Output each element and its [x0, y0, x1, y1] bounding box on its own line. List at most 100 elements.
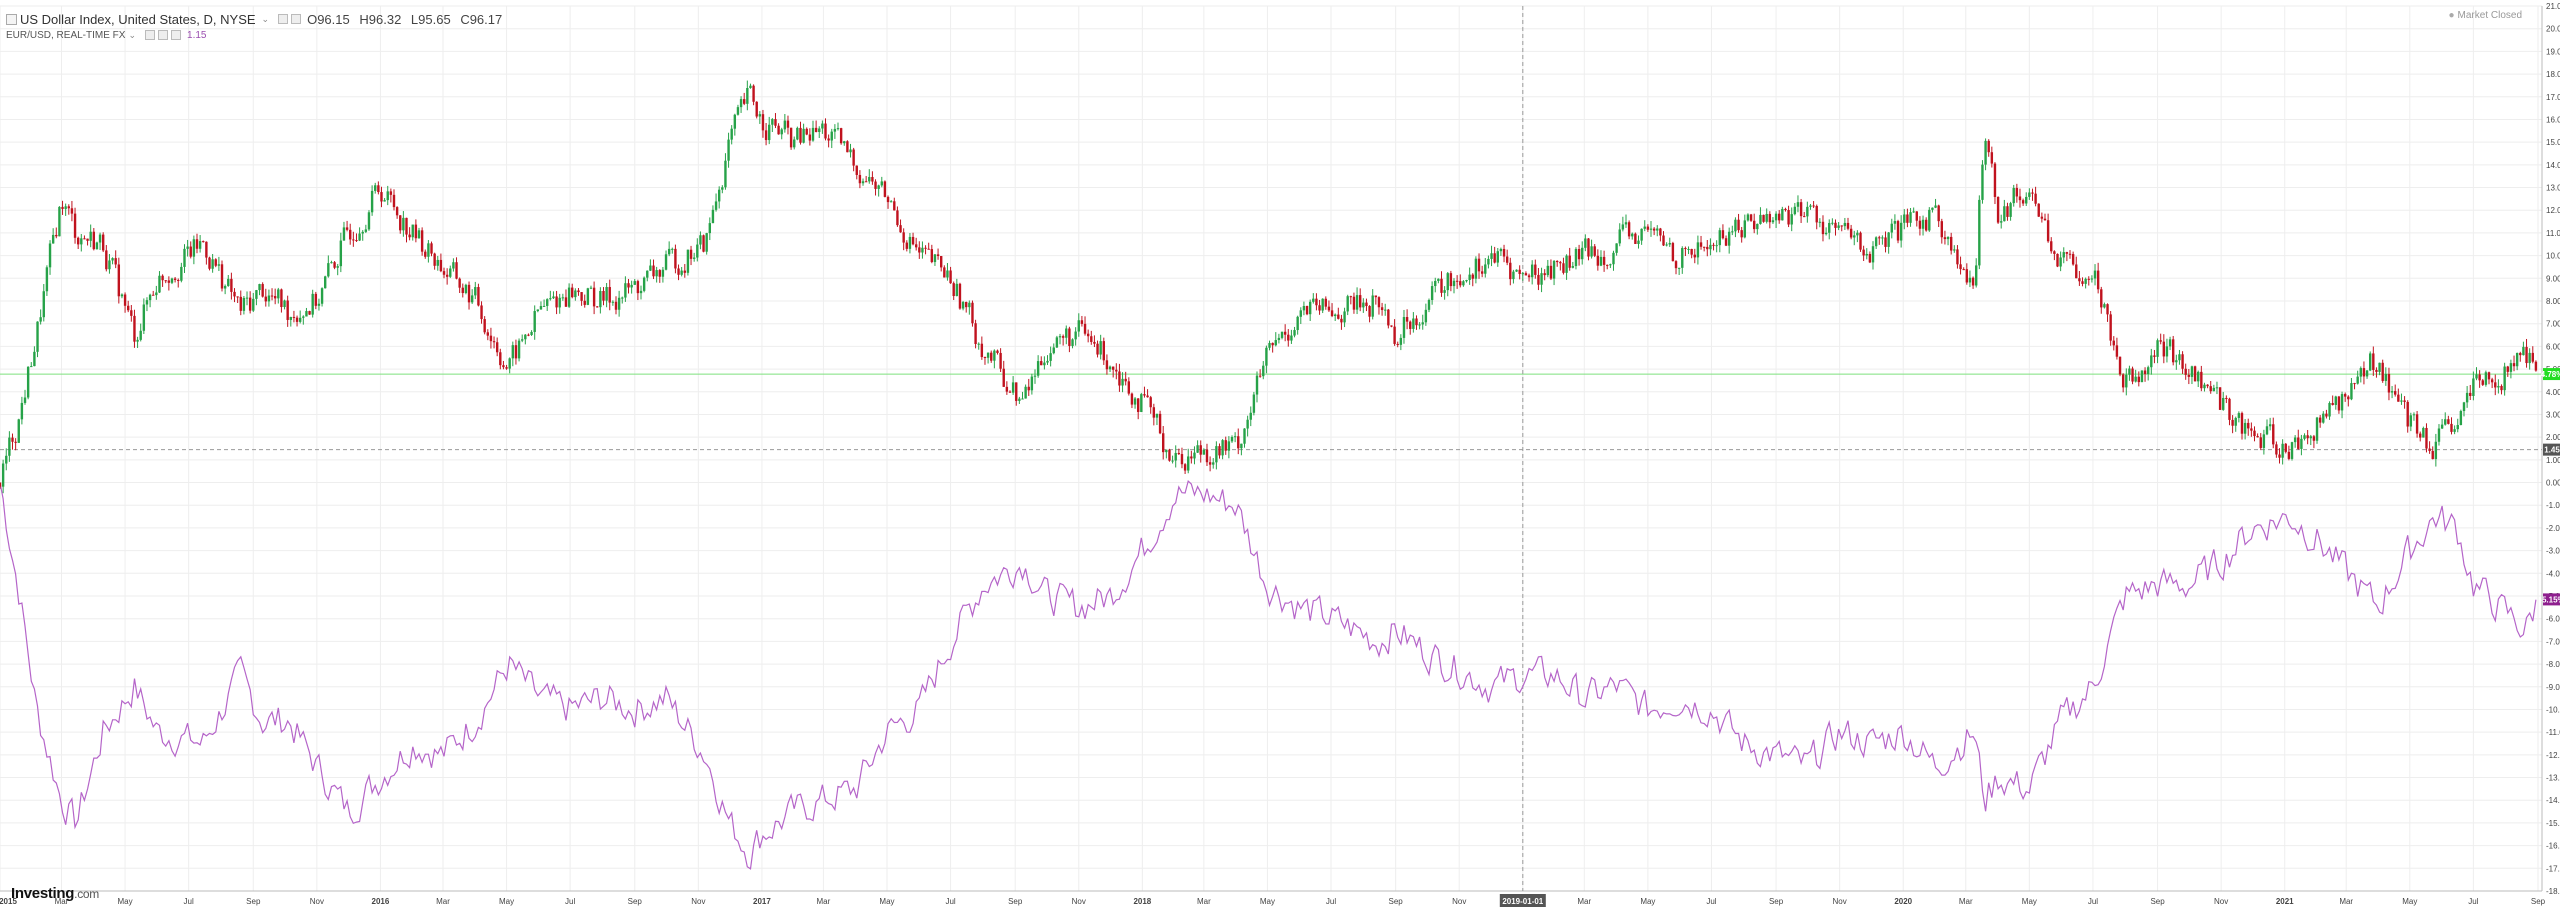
- candle-body[interactable]: [1609, 264, 1612, 266]
- candle-body[interactable]: [1412, 318, 1415, 329]
- candle-body[interactable]: [1662, 235, 1665, 246]
- candle-body[interactable]: [461, 287, 464, 294]
- candle-body[interactable]: [886, 196, 890, 203]
- candle-body[interactable]: [1171, 460, 1174, 462]
- candle-body[interactable]: [1402, 317, 1406, 338]
- candle-body[interactable]: [1793, 206, 1797, 215]
- compare-symbol-label[interactable]: EUR/USD, REAL-TIME FX: [6, 29, 126, 41]
- candle-body[interactable]: [42, 291, 45, 318]
- candle-body[interactable]: [1527, 275, 1531, 278]
- candle-body[interactable]: [567, 287, 571, 307]
- candle-body[interactable]: [1602, 256, 1606, 265]
- candle-body[interactable]: [2331, 403, 2334, 405]
- candle-body[interactable]: [1130, 393, 1134, 405]
- candle-body[interactable]: [1840, 225, 1843, 227]
- candle-body[interactable]: [2068, 253, 2072, 255]
- candle-body[interactable]: [1327, 306, 1331, 311]
- candle-body[interactable]: [242, 297, 246, 311]
- candle-body[interactable]: [1818, 221, 1822, 223]
- candle-body[interactable]: [1330, 310, 1334, 317]
- candle-body[interactable]: [1787, 210, 1790, 225]
- candle-body[interactable]: [1534, 264, 1537, 275]
- candle-body[interactable]: [470, 295, 474, 303]
- candle-body[interactable]: [1606, 264, 1609, 266]
- candle-body[interactable]: [952, 283, 955, 297]
- candle-body[interactable]: [2334, 396, 2337, 405]
- candle-body[interactable]: [2121, 374, 2125, 388]
- candle-body[interactable]: [849, 149, 852, 153]
- candle-body[interactable]: [1671, 243, 1675, 262]
- candle-body[interactable]: [2506, 366, 2509, 372]
- candle-body[interactable]: [943, 267, 946, 278]
- candle-body[interactable]: [1749, 214, 1753, 221]
- candle-body[interactable]: [1349, 296, 1353, 298]
- candle-body[interactable]: [2115, 345, 2119, 357]
- candle-body[interactable]: [2272, 424, 2275, 445]
- candle-body[interactable]: [1218, 446, 1221, 456]
- candle-body[interactable]: [1033, 375, 1037, 377]
- candle-body[interactable]: [2090, 278, 2094, 280]
- candle-body[interactable]: [1227, 441, 1231, 451]
- candle-body[interactable]: [1487, 258, 1490, 265]
- candle-body[interactable]: [1584, 238, 1587, 248]
- candle-body[interactable]: [786, 120, 790, 128]
- candle-body[interactable]: [1418, 324, 1421, 326]
- candle-body[interactable]: [214, 259, 217, 266]
- candle-body[interactable]: [2497, 385, 2500, 388]
- candle-body[interactable]: [1415, 318, 1418, 326]
- candle-body[interactable]: [752, 85, 755, 102]
- candle-body[interactable]: [2156, 340, 2159, 357]
- candle-body[interactable]: [2037, 203, 2040, 217]
- candle-body[interactable]: [1946, 236, 1950, 240]
- candle-body[interactable]: [2422, 427, 2425, 438]
- candle-body[interactable]: [2328, 403, 2331, 417]
- candle-body[interactable]: [2300, 438, 2303, 449]
- candle-body[interactable]: [8, 437, 11, 456]
- candle-body[interactable]: [1959, 264, 1962, 270]
- candle-body[interactable]: [220, 264, 224, 289]
- candle-body[interactable]: [139, 330, 142, 340]
- candle-body[interactable]: [2243, 422, 2247, 434]
- candle-body[interactable]: [1803, 216, 1806, 218]
- candle-body[interactable]: [467, 284, 471, 303]
- candle-body[interactable]: [1934, 205, 1937, 208]
- candle-body[interactable]: [1596, 255, 1600, 266]
- candle-body[interactable]: [1971, 277, 1975, 286]
- candle-body[interactable]: [2290, 442, 2294, 459]
- candle-body[interactable]: [824, 123, 827, 139]
- candle-body[interactable]: [1512, 271, 1515, 280]
- candle-body[interactable]: [1108, 366, 1112, 370]
- candle-body[interactable]: [1390, 325, 1393, 327]
- candle-body[interactable]: [2165, 346, 2169, 357]
- candle-body[interactable]: [1643, 226, 1646, 229]
- candle-body[interactable]: [411, 224, 414, 238]
- candle-body[interactable]: [1352, 296, 1356, 310]
- candle-body[interactable]: [1230, 437, 1234, 442]
- candle-body[interactable]: [64, 206, 67, 209]
- candle-body[interactable]: [308, 311, 311, 315]
- candle-body[interactable]: [1474, 258, 1478, 279]
- candle-body[interactable]: [2375, 369, 2378, 372]
- candle-body[interactable]: [2315, 417, 2319, 441]
- candle-body[interactable]: [327, 263, 330, 277]
- candle-body[interactable]: [1768, 213, 1772, 223]
- candle-body[interactable]: [2462, 402, 2466, 412]
- candle-body[interactable]: [489, 335, 493, 342]
- candle-body[interactable]: [395, 207, 399, 216]
- candle-body[interactable]: [1196, 445, 1199, 453]
- candle-body[interactable]: [1362, 302, 1365, 308]
- candle-body[interactable]: [1812, 205, 1815, 207]
- candle-body[interactable]: [2028, 192, 2031, 197]
- candle-body[interactable]: [452, 262, 455, 269]
- candle-body[interactable]: [520, 339, 524, 341]
- main-symbol-label[interactable]: US Dollar Index, United States, D, NYSE: [20, 11, 256, 27]
- candle-body[interactable]: [2356, 376, 2359, 384]
- candle-body[interactable]: [217, 264, 221, 266]
- candle-body[interactable]: [1862, 249, 1865, 256]
- candle-body[interactable]: [361, 231, 364, 234]
- candle-body[interactable]: [1731, 231, 1734, 233]
- candle-body[interactable]: [195, 239, 199, 249]
- candle-body[interactable]: [1868, 253, 1872, 263]
- candle-body[interactable]: [993, 350, 996, 361]
- candle-body[interactable]: [2275, 444, 2278, 455]
